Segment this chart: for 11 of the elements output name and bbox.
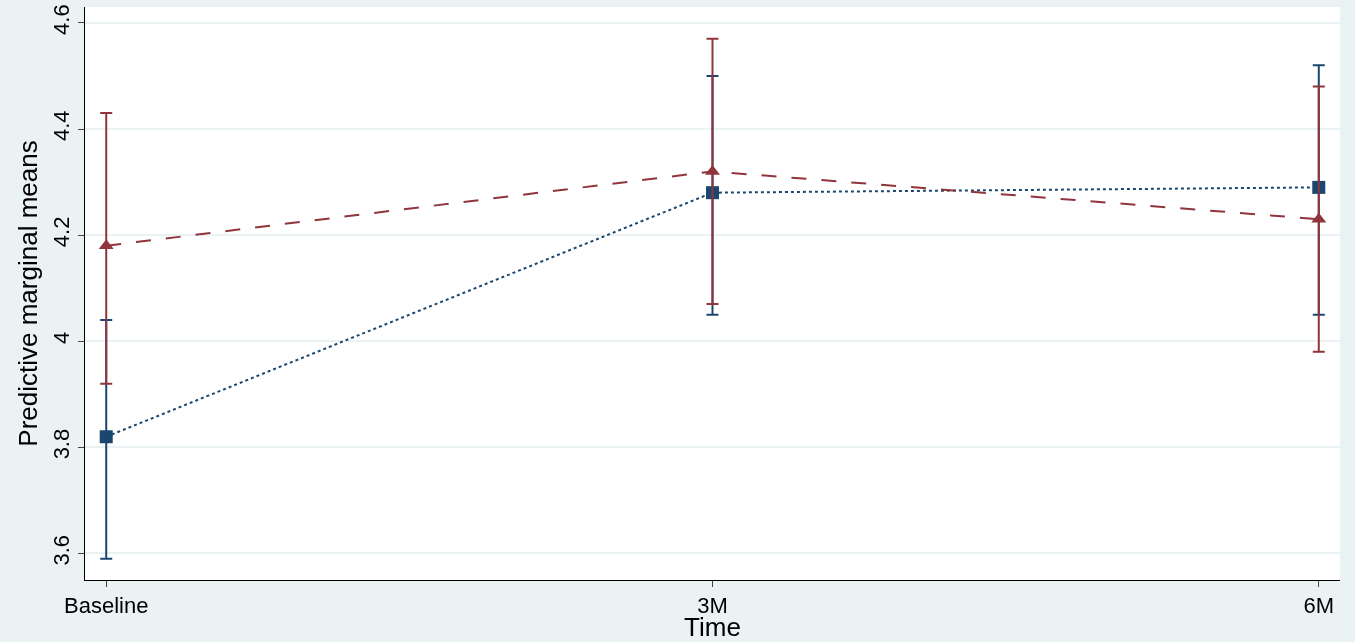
x-axis-title: Time [684, 612, 741, 642]
y-tick-label: 4.2 [49, 216, 75, 248]
x-tick-label: Baseline [64, 593, 149, 619]
y-axis-title: Predictive marginal means [12, 140, 43, 447]
y-tick-label: 3.8 [49, 428, 75, 460]
y-tick-label: 4.6 [49, 4, 75, 35]
y-tick-label: 4.4 [49, 110, 75, 142]
x-tick-label: 6M [1303, 593, 1335, 619]
y-tick-label: 4 [49, 331, 75, 345]
point [99, 430, 113, 444]
y-tick-label: 3.6 [49, 534, 75, 566]
